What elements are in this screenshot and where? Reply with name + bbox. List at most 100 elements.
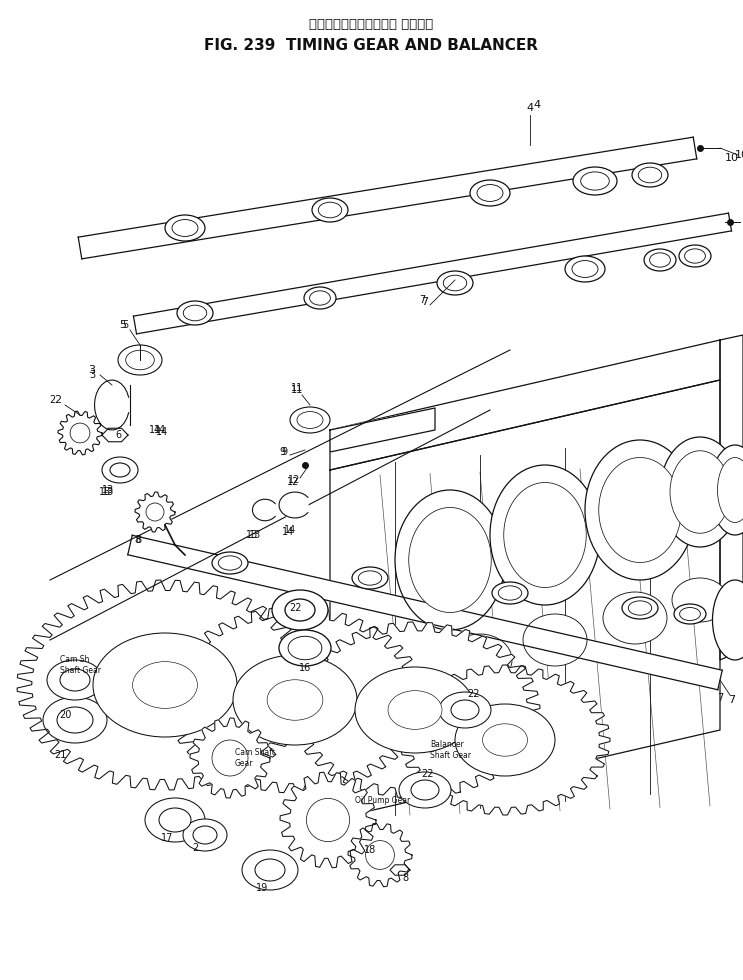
Text: 5: 5 [122, 320, 128, 330]
Ellipse shape [267, 680, 323, 720]
Ellipse shape [272, 590, 328, 630]
Polygon shape [280, 772, 376, 868]
Ellipse shape [279, 630, 331, 666]
Polygon shape [348, 823, 412, 887]
Text: 13: 13 [99, 487, 111, 497]
Ellipse shape [638, 168, 662, 183]
Polygon shape [17, 580, 313, 790]
Ellipse shape [43, 697, 107, 743]
Circle shape [212, 740, 248, 776]
Ellipse shape [60, 669, 90, 691]
Text: Cam Shaft
Gear: Cam Shaft Gear [235, 749, 275, 767]
Text: 11: 11 [291, 385, 303, 395]
Text: 11: 11 [291, 383, 303, 393]
Polygon shape [330, 408, 435, 452]
Ellipse shape [713, 580, 743, 660]
Polygon shape [720, 335, 743, 660]
Polygon shape [58, 412, 102, 455]
Text: 14: 14 [154, 425, 166, 435]
Ellipse shape [358, 570, 382, 585]
Polygon shape [400, 665, 610, 815]
Text: Oil Pump Gear: Oil Pump Gear [355, 796, 410, 805]
Text: 22: 22 [422, 769, 434, 779]
Ellipse shape [304, 287, 336, 309]
Ellipse shape [670, 451, 730, 533]
Ellipse shape [93, 633, 237, 737]
Ellipse shape [47, 660, 103, 700]
Ellipse shape [448, 634, 512, 686]
Text: 22: 22 [468, 689, 480, 699]
Text: 17: 17 [160, 833, 173, 843]
Circle shape [306, 799, 350, 842]
Ellipse shape [411, 780, 439, 800]
Ellipse shape [573, 167, 617, 195]
Ellipse shape [352, 567, 388, 589]
Text: 14: 14 [284, 525, 296, 535]
Text: FIG. 239  TIMING GEAR AND BALANCER: FIG. 239 TIMING GEAR AND BALANCER [204, 38, 538, 53]
Ellipse shape [183, 819, 227, 851]
Text: タイミングギヤーおよび バランサ: タイミングギヤーおよび バランサ [309, 18, 433, 31]
Ellipse shape [581, 172, 609, 190]
Text: 13: 13 [246, 530, 258, 540]
Polygon shape [134, 213, 732, 334]
Text: 12: 12 [287, 477, 299, 487]
Text: 14: 14 [149, 425, 161, 435]
Ellipse shape [126, 350, 155, 369]
Ellipse shape [672, 578, 728, 622]
Polygon shape [330, 380, 720, 820]
Ellipse shape [318, 202, 342, 218]
Text: 3: 3 [89, 370, 95, 380]
Ellipse shape [680, 608, 701, 620]
Ellipse shape [499, 586, 522, 600]
Ellipse shape [622, 597, 658, 619]
Ellipse shape [572, 261, 598, 277]
Text: 8: 8 [134, 535, 140, 545]
Ellipse shape [632, 163, 668, 187]
Polygon shape [190, 718, 270, 798]
Ellipse shape [193, 826, 217, 844]
Ellipse shape [399, 772, 451, 808]
Text: 4: 4 [527, 103, 533, 113]
Text: 13: 13 [102, 485, 114, 495]
Ellipse shape [649, 253, 670, 268]
Text: Cam Sh
Shaft Gear: Cam Sh Shaft Gear [60, 656, 101, 674]
Text: 22: 22 [290, 603, 302, 613]
Ellipse shape [132, 662, 198, 709]
Text: 9: 9 [279, 447, 285, 457]
Ellipse shape [451, 700, 479, 720]
Ellipse shape [57, 707, 93, 733]
Text: 2: 2 [49, 395, 55, 405]
Ellipse shape [285, 599, 315, 621]
Circle shape [146, 503, 164, 521]
Polygon shape [128, 535, 722, 690]
Ellipse shape [172, 220, 198, 236]
Ellipse shape [110, 463, 130, 477]
Ellipse shape [102, 457, 138, 483]
Text: 3: 3 [88, 365, 96, 375]
Ellipse shape [660, 437, 740, 547]
Ellipse shape [455, 704, 555, 776]
Ellipse shape [212, 552, 248, 574]
Polygon shape [330, 340, 720, 470]
Ellipse shape [444, 275, 467, 291]
Ellipse shape [365, 652, 435, 708]
Ellipse shape [310, 291, 331, 305]
Text: 20: 20 [59, 710, 71, 720]
Text: 10: 10 [725, 153, 739, 163]
Ellipse shape [437, 271, 473, 295]
Ellipse shape [395, 490, 505, 630]
Ellipse shape [218, 556, 241, 570]
Text: 13: 13 [249, 530, 261, 540]
Ellipse shape [388, 691, 442, 729]
Polygon shape [78, 137, 697, 259]
Polygon shape [135, 492, 175, 532]
Text: 18: 18 [364, 845, 376, 855]
Ellipse shape [145, 798, 205, 842]
Text: Balancer
Shaft Gear: Balancer Shaft Gear [430, 740, 471, 760]
Circle shape [70, 423, 90, 443]
Text: 14: 14 [156, 427, 168, 437]
Ellipse shape [585, 440, 695, 580]
Ellipse shape [644, 249, 676, 271]
Ellipse shape [710, 445, 743, 535]
Ellipse shape [118, 345, 162, 375]
